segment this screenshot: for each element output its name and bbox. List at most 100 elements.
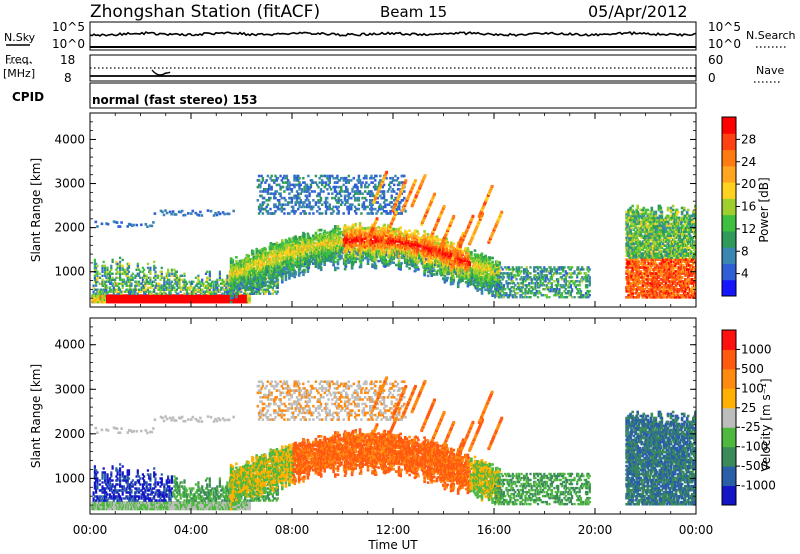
power-cell bbox=[114, 284, 117, 287]
power-cell bbox=[437, 244, 440, 248]
power-cell bbox=[162, 213, 166, 217]
power-cell bbox=[471, 266, 474, 270]
power-cell bbox=[154, 272, 157, 275]
power-cell bbox=[183, 280, 186, 283]
power-cell bbox=[120, 290, 123, 293]
power-cell bbox=[374, 264, 378, 268]
power-cell bbox=[235, 276, 239, 279]
power-cell bbox=[397, 233, 401, 237]
power-cell bbox=[226, 282, 229, 285]
power-cell bbox=[268, 292, 271, 295]
power-cell bbox=[306, 250, 310, 253]
power-cell bbox=[364, 256, 367, 260]
power-cell bbox=[170, 212, 173, 216]
power-cell bbox=[177, 282, 180, 285]
power-cell bbox=[403, 261, 407, 264]
power-cell bbox=[209, 284, 213, 287]
power-cell bbox=[98, 276, 101, 279]
power-cell bbox=[201, 278, 204, 281]
power-cell bbox=[255, 247, 258, 251]
power-cell bbox=[323, 263, 326, 266]
power-cell bbox=[277, 273, 281, 277]
power-cell bbox=[323, 235, 326, 239]
power-cell bbox=[121, 282, 124, 285]
power-cell bbox=[296, 256, 300, 260]
power-cell bbox=[354, 238, 357, 242]
power-cell bbox=[480, 288, 484, 291]
power-cell bbox=[480, 290, 484, 293]
power-cell bbox=[289, 250, 292, 254]
power-cell bbox=[262, 281, 266, 285]
power-cell bbox=[332, 258, 335, 261]
power-cell bbox=[398, 240, 402, 243]
power-cell bbox=[279, 245, 282, 248]
power-cell bbox=[343, 244, 347, 247]
power-cell bbox=[377, 226, 380, 229]
power-cell bbox=[479, 268, 482, 271]
power-cell bbox=[276, 260, 280, 263]
power-cell bbox=[459, 274, 463, 277]
power-cell bbox=[402, 248, 405, 251]
date-label: 05/Apr/2012 bbox=[588, 2, 688, 21]
power-cell bbox=[111, 290, 114, 293]
power-cell bbox=[491, 262, 494, 266]
power-cell bbox=[416, 246, 419, 249]
power-cell bbox=[160, 276, 163, 279]
power-cell bbox=[212, 286, 215, 289]
power-cell bbox=[261, 276, 265, 279]
power-cell bbox=[196, 282, 199, 285]
power-cell bbox=[159, 274, 162, 277]
power-cell bbox=[131, 292, 134, 295]
power-cell bbox=[126, 284, 129, 287]
power-cell bbox=[458, 247, 462, 251]
power-cell bbox=[121, 284, 124, 287]
power-cell bbox=[184, 286, 187, 289]
power-cell bbox=[440, 269, 443, 273]
power-cell bbox=[426, 262, 429, 266]
power-cell bbox=[390, 229, 394, 232]
power-cell bbox=[192, 280, 195, 283]
power-cell bbox=[403, 239, 407, 243]
power-cell bbox=[259, 185, 262, 189]
power-cell bbox=[150, 284, 153, 287]
power-cell bbox=[217, 211, 220, 214]
power-cell bbox=[381, 243, 385, 246]
power-cell bbox=[334, 230, 337, 234]
power-cell bbox=[174, 290, 177, 293]
power-cell bbox=[382, 260, 386, 263]
power-cell bbox=[480, 292, 484, 295]
power-cell bbox=[400, 242, 403, 245]
power-cell bbox=[132, 288, 136, 291]
power-cell bbox=[170, 272, 173, 275]
power-cell bbox=[119, 274, 122, 277]
power-cell bbox=[317, 262, 320, 266]
power-cell bbox=[231, 296, 235, 300]
power-cell bbox=[117, 288, 120, 291]
power-cell bbox=[207, 286, 210, 289]
power-cell bbox=[486, 276, 489, 280]
power-cell bbox=[155, 292, 158, 295]
power-cell bbox=[260, 205, 263, 209]
power-cell bbox=[241, 277, 244, 281]
power-cell bbox=[452, 280, 456, 283]
power-cell bbox=[289, 244, 293, 247]
power-cell bbox=[323, 231, 326, 235]
power-cell bbox=[158, 288, 161, 291]
power-cell bbox=[234, 285, 237, 288]
power-cell bbox=[337, 237, 341, 240]
power-cell bbox=[407, 239, 410, 242]
power-cell bbox=[125, 274, 128, 277]
power-cell bbox=[495, 260, 499, 263]
power-cell bbox=[265, 271, 268, 275]
power-cell bbox=[446, 272, 449, 276]
power-cell bbox=[170, 284, 173, 287]
power-cell bbox=[486, 274, 489, 278]
power-cell bbox=[169, 290, 172, 293]
power-cell bbox=[222, 282, 225, 285]
power-cell bbox=[340, 238, 343, 242]
power-cell bbox=[191, 290, 194, 293]
power-cell bbox=[106, 278, 109, 281]
power-cell bbox=[289, 268, 292, 271]
power-cell bbox=[258, 279, 262, 282]
power-cell bbox=[334, 225, 337, 228]
